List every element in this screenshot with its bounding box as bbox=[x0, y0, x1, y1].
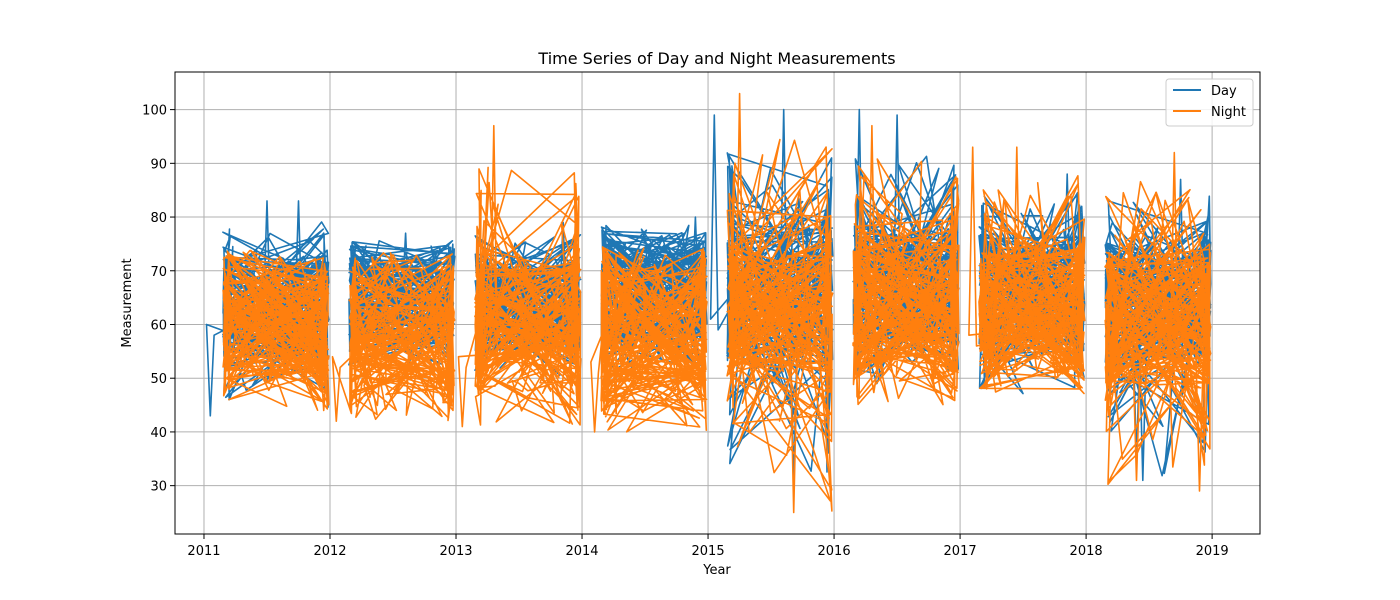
x-tick-label: 2018 bbox=[1070, 544, 1103, 559]
y-tick-label: 70 bbox=[150, 265, 167, 280]
legend-label-night: Night bbox=[1211, 105, 1246, 120]
series-night bbox=[222, 92, 1212, 514]
y-tick-label: 50 bbox=[150, 372, 167, 387]
chart-title: Time Series of Day and Night Measurement… bbox=[537, 49, 895, 68]
x-tick-label: 2013 bbox=[439, 544, 472, 559]
ticks: 2011 2012 2013 2014 2015 2016 2017 2018 2019 30 40… bbox=[142, 104, 1228, 559]
y-tick-label: 60 bbox=[150, 318, 167, 333]
x-tick-label: 2014 bbox=[565, 544, 598, 559]
series-line-night-2018 bbox=[1104, 151, 1212, 492]
x-tick-label: 2015 bbox=[692, 544, 725, 559]
x-tick-label: 2016 bbox=[818, 544, 851, 559]
series-layer bbox=[205, 92, 1212, 514]
legend: Day Night bbox=[1165, 78, 1254, 127]
x-tick-label: 2017 bbox=[944, 544, 977, 559]
series-line-night-2012 bbox=[331, 252, 456, 422]
x-tick-label: 2011 bbox=[187, 544, 220, 559]
y-tick-label: 100 bbox=[142, 104, 167, 119]
x-tick-label: 2019 bbox=[1196, 544, 1229, 559]
series-line-night-2014 bbox=[590, 246, 708, 433]
x-tick-label: 2012 bbox=[313, 544, 346, 559]
legend-label-day: Day bbox=[1211, 84, 1237, 99]
y-tick-label: 30 bbox=[150, 480, 167, 495]
series-line-night-2015 bbox=[726, 92, 834, 514]
y-tick-label: 40 bbox=[150, 426, 167, 441]
series-line-night-2017 bbox=[968, 146, 1086, 395]
y-axis-label: Measurement bbox=[120, 258, 135, 347]
series-line-night-2013 bbox=[457, 124, 582, 428]
y-tick-label: 90 bbox=[150, 157, 167, 172]
plot-frame bbox=[174, 71, 1261, 535]
series-line-night-2011 bbox=[222, 249, 330, 412]
series-line-night-2016 bbox=[852, 124, 960, 406]
y-tick-label: 80 bbox=[150, 211, 167, 226]
x-axis-label: Year bbox=[702, 563, 731, 578]
